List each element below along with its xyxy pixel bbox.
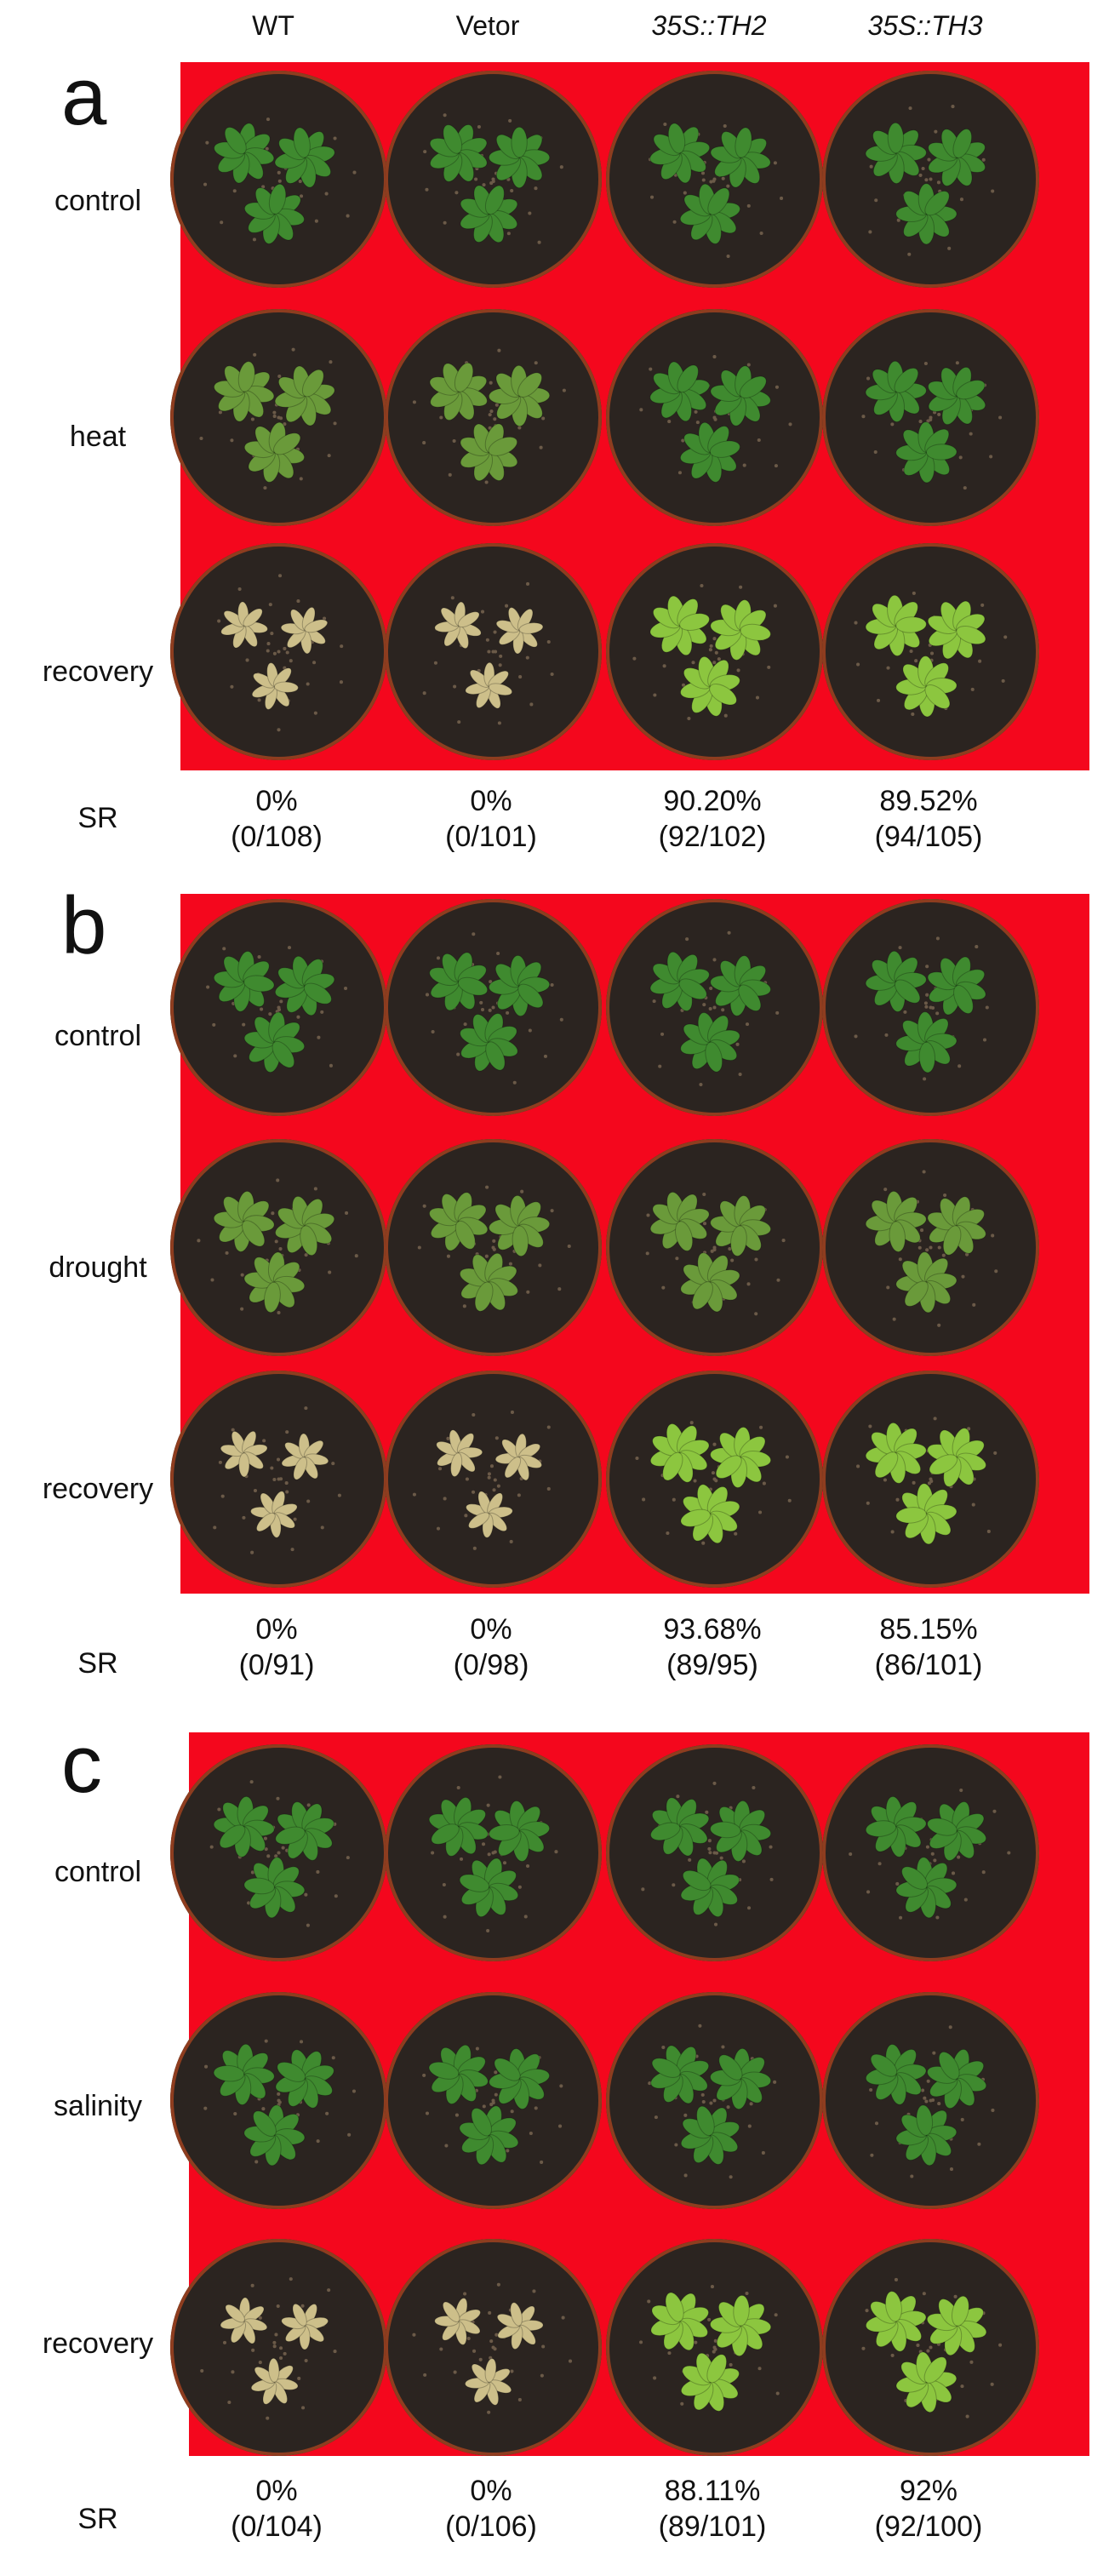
plant-pot-photo <box>606 899 823 1116</box>
survival-rate-value: 92% (92/100) <box>822 2473 1035 2545</box>
row-label-recovery: recovery <box>42 655 154 688</box>
plant-pot-photo <box>606 1992 823 2209</box>
survival-rate-label: SR <box>77 2503 118 2535</box>
plant-pot-photo <box>606 543 823 760</box>
plant-pot-photo <box>385 71 602 288</box>
row-label-drought: drought <box>49 1251 147 1284</box>
plant-pot-photo <box>170 1139 387 1356</box>
row-label-control: control <box>54 1856 142 1888</box>
plant-pot-photo <box>822 1371 1039 1588</box>
survival-rate-count: (0/104) <box>231 2510 323 2543</box>
plant-pot-photo <box>385 1139 602 1356</box>
plant-pot-photo <box>606 309 823 526</box>
row-label-salinity: salinity <box>54 2090 142 2122</box>
survival-rate-percent: 0% <box>255 785 298 817</box>
survival-rate-value: 0% (0/98) <box>385 1611 597 1683</box>
plant-pot-photo <box>822 543 1039 760</box>
survival-rate-count: (0/108) <box>231 821 323 853</box>
row-label-control: control <box>54 1020 142 1052</box>
survival-rate-percent: 0% <box>255 1613 298 1646</box>
plant-pot-photo <box>822 1992 1039 2209</box>
row-label-control: control <box>54 185 142 217</box>
survival-rate-value: 90.20% (92/102) <box>606 783 819 855</box>
plant-pot-photo <box>606 1744 823 1961</box>
survival-rate-count: (89/95) <box>666 1649 758 1681</box>
survival-rate-value: 0% (0/91) <box>170 1611 383 1683</box>
column-header-vetor: Vetor <box>455 10 520 41</box>
survival-rate-value: 0% (0/106) <box>385 2473 597 2545</box>
survival-rate-count: (0/91) <box>238 1649 315 1681</box>
plant-pot-photo <box>170 1744 387 1961</box>
plant-pot-photo <box>822 899 1039 1116</box>
survival-rate-count: (0/98) <box>453 1649 529 1681</box>
survival-rate-percent: 0% <box>470 785 512 817</box>
plant-pot-photo <box>385 309 602 526</box>
survival-rate-percent: 92% <box>899 2475 958 2507</box>
plant-pot-photo <box>822 1744 1039 1961</box>
plant-pot-photo <box>385 1992 602 2209</box>
survival-rate-percent: 89.52% <box>879 785 978 817</box>
survival-rate-value: 93.68% (89/95) <box>606 1611 819 1683</box>
survival-rate-percent: 85.15% <box>879 1613 978 1646</box>
column-header-35s-th2: 35S::TH2 <box>651 10 767 41</box>
panel-letter-a: a <box>61 51 107 142</box>
survival-rate-label: SR <box>77 802 118 834</box>
plant-pot-photo <box>385 1744 602 1961</box>
survival-rate-count: (86/101) <box>874 1649 983 1681</box>
survival-rate-count: (0/106) <box>445 2510 537 2543</box>
plant-pot-photo <box>170 899 387 1116</box>
survival-rate-percent: 88.11% <box>664 2475 761 2507</box>
plant-pot-photo <box>385 899 602 1116</box>
survival-rate-count: (89/101) <box>658 2510 767 2543</box>
plant-pot-photo <box>170 1992 387 2209</box>
plant-pot-photo <box>385 2239 602 2456</box>
survival-rate-label: SR <box>77 1647 118 1680</box>
plant-pot-photo <box>170 2239 387 2456</box>
plant-pot-photo <box>606 2239 823 2456</box>
plant-pot-photo <box>385 543 602 760</box>
plant-pot-photo <box>606 71 823 288</box>
survival-rate-value: 0% (0/108) <box>170 783 383 855</box>
survival-rate-percent: 0% <box>255 2475 298 2507</box>
plant-pot-photo <box>822 309 1039 526</box>
column-header-35s-th3: 35S::TH3 <box>867 10 983 41</box>
survival-rate-value: 0% (0/101) <box>385 783 597 855</box>
plant-pot-photo <box>170 1371 387 1588</box>
plant-pot-photo <box>822 2239 1039 2456</box>
survival-rate-percent: 93.68% <box>663 1613 762 1646</box>
plant-pot-photo <box>606 1371 823 1588</box>
survival-rate-count: (92/102) <box>658 821 767 853</box>
plant-pot-photo <box>822 1139 1039 1356</box>
survival-rate-count: (94/105) <box>874 821 983 853</box>
panel-letter-b: b <box>61 880 107 971</box>
plant-pot-photo <box>170 309 387 526</box>
survival-rate-count: (92/100) <box>874 2510 983 2543</box>
column-header-wt: WT <box>252 10 294 41</box>
survival-rate-percent: 0% <box>470 1613 512 1646</box>
row-label-recovery: recovery <box>42 1473 154 1505</box>
survival-rate-value: 88.11% (89/101) <box>606 2473 819 2545</box>
plant-pot-photo <box>385 1371 602 1588</box>
survival-rate-percent: 90.20% <box>663 785 762 817</box>
panel-letter-c: c <box>61 1719 102 1810</box>
row-label-recovery: recovery <box>42 2327 154 2360</box>
survival-rate-value: 0% (0/104) <box>170 2473 383 2545</box>
survival-rate-count: (0/101) <box>445 821 537 853</box>
row-label-heat: heat <box>69 421 127 453</box>
plant-pot-photo <box>606 1139 823 1356</box>
survival-rate-value: 85.15% (86/101) <box>822 1611 1035 1683</box>
plant-pot-photo <box>170 543 387 760</box>
plant-pot-photo <box>822 71 1039 288</box>
survival-rate-percent: 0% <box>470 2475 512 2507</box>
plant-pot-photo <box>170 71 387 288</box>
survival-rate-value: 89.52% (94/105) <box>822 783 1035 855</box>
